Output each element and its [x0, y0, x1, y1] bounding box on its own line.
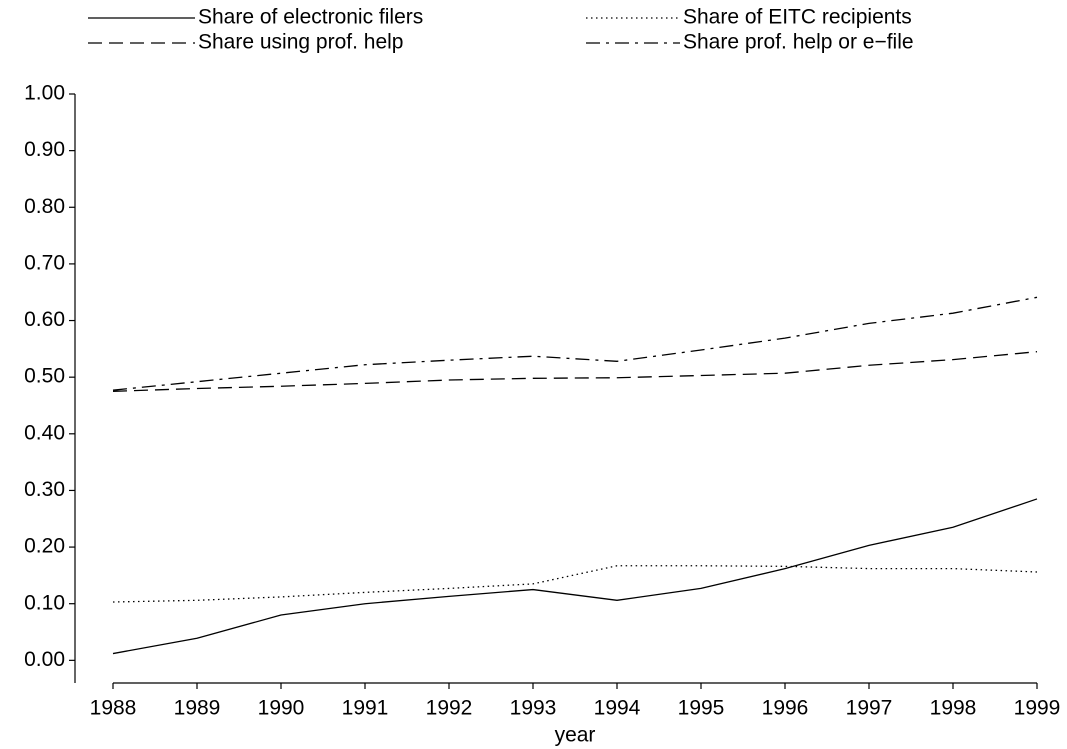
y-tick-label: 0.80 — [24, 195, 65, 218]
y-tick-label: 0.40 — [24, 421, 65, 444]
x-axis-label: year — [555, 724, 596, 747]
legend-label: Share of electronic filers — [198, 6, 423, 29]
legend-label: Share prof. help or e−file — [683, 31, 914, 54]
y-tick-label: 0.90 — [24, 138, 65, 161]
series-line — [112, 498, 1038, 655]
y-tick-label: 1.00 — [24, 82, 65, 105]
series-line — [112, 296, 1038, 391]
y-tick-label: 0.30 — [24, 478, 65, 501]
x-tick-label: 1998 — [930, 697, 977, 720]
x-tick-label: 1991 — [342, 697, 389, 720]
x-tick-label: 1988 — [90, 697, 137, 720]
x-tick-label: 1994 — [594, 697, 641, 720]
x-tick-label: 1999 — [1014, 697, 1061, 720]
y-tick-label: 0.50 — [24, 365, 65, 388]
legend-label: Share of EITC recipients — [683, 6, 912, 29]
x-tick-label: 1989 — [174, 697, 221, 720]
y-tick-label: 0.70 — [24, 251, 65, 274]
legend-label: Share using prof. help — [198, 31, 403, 54]
x-tick-label: 1996 — [762, 697, 809, 720]
x-tick-label: 1997 — [846, 697, 893, 720]
y-tick-label: 0.60 — [24, 308, 65, 331]
y-tick-label: 0.00 — [24, 648, 65, 671]
y-tick-label: 0.20 — [24, 535, 65, 558]
x-tick-label: 1993 — [510, 697, 557, 720]
x-tick-label: 1992 — [426, 697, 473, 720]
y-tick-label: 0.10 — [24, 591, 65, 614]
series-line — [112, 565, 1038, 603]
series-line — [112, 351, 1038, 392]
x-tick-label: 1990 — [258, 697, 305, 720]
x-tick-label: 1995 — [678, 697, 725, 720]
